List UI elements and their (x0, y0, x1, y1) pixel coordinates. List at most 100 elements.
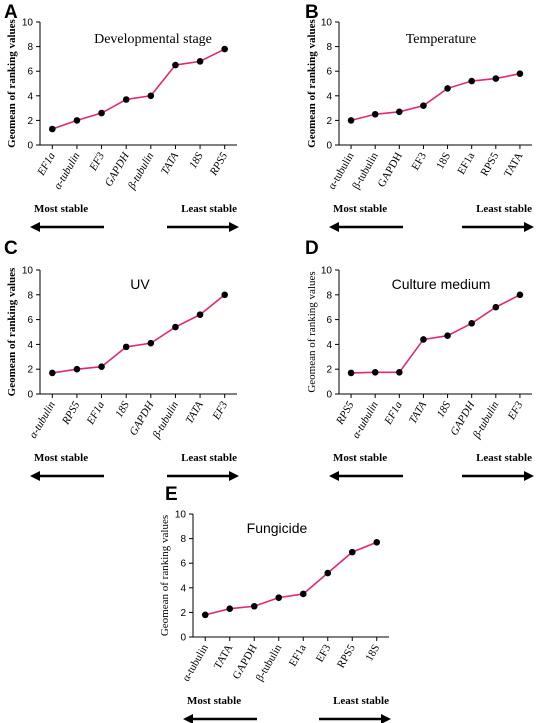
y-tick-label: 0 (180, 633, 186, 644)
data-point (420, 102, 427, 109)
panel-letter: B (305, 2, 319, 23)
x-tick-label: RPS5 (207, 150, 230, 178)
data-point (444, 85, 451, 92)
y-tick-label: 4 (27, 91, 33, 102)
y-tick-label: 2 (27, 116, 33, 127)
y-tick-label: 6 (180, 559, 186, 570)
y-axis-label: Geomean of ranking values (306, 271, 318, 392)
data-point (373, 538, 381, 546)
data-point (172, 323, 179, 331)
least-stable-arrowhead (524, 471, 534, 481)
data-point (226, 605, 234, 613)
x-tick-label: RPS5 (478, 150, 501, 178)
data-point (201, 611, 209, 619)
x-tick-label: EF3 (87, 150, 108, 174)
series-line (351, 294, 521, 374)
y-axis-label: Geomean of ranking values (6, 267, 18, 396)
y-tick-label: 8 (326, 42, 332, 53)
most-stable-arrowhead (183, 714, 193, 723)
most-stable-label: Most stable (34, 203, 88, 215)
y-tick-label: 8 (326, 290, 332, 301)
data-point (348, 548, 356, 556)
x-tick-label: 18S (113, 399, 132, 420)
y-tick-label: 4 (180, 583, 186, 594)
data-point (122, 343, 130, 351)
y-tick-label: 2 (27, 365, 33, 376)
x-tick-label: EF1a (455, 150, 477, 176)
x-tick-label: RPS5 (59, 399, 82, 427)
panel-letter: D (305, 238, 319, 259)
x-tick-label: EF1a (84, 399, 107, 427)
y-tick-label: 10 (22, 266, 34, 277)
x-tick-label: EF3 (409, 150, 429, 172)
x-tick-label: 18S (187, 150, 206, 171)
data-point (49, 369, 56, 377)
y-tick-label: 2 (180, 608, 186, 619)
x-tick-label: TATA (183, 399, 205, 426)
x-tick-label: TATA (502, 150, 526, 179)
x-tick-label: EF3 (505, 399, 526, 423)
data-point (98, 109, 105, 117)
x-tick-label: EF1a (287, 642, 309, 668)
y-tick-label: 0 (326, 141, 332, 152)
data-point (324, 569, 332, 577)
y-tick-label: 6 (326, 315, 332, 326)
data-point (196, 311, 204, 318)
data-point (73, 365, 81, 373)
data-point (275, 594, 283, 601)
data-point (221, 45, 228, 53)
y-tick-label: 0 (27, 390, 33, 401)
data-point (468, 77, 475, 85)
data-point (196, 58, 204, 65)
x-tick-label: α-tubulin (180, 642, 211, 684)
most-stable-arrowhead (30, 222, 40, 232)
data-point (420, 336, 427, 343)
data-point (49, 125, 56, 133)
chart-panel-c: C UV 0 2 4 6 8 10 Geomean of ranking values α-tub… (4, 238, 239, 481)
series-line (350, 72, 521, 122)
x-tick-label: 18S (434, 151, 453, 172)
y-tick-label: 10 (321, 266, 333, 277)
most-stable-label: Most stable (333, 452, 387, 464)
x-tick-label: 18S (435, 399, 454, 420)
data-point (492, 75, 500, 82)
data-point (396, 108, 403, 116)
series-line (52, 48, 226, 130)
chart-title: Culture medium (392, 276, 491, 292)
data-point (371, 110, 379, 118)
most-stable-arrowhead (329, 471, 339, 481)
data-point (516, 70, 524, 77)
data-point (147, 92, 155, 100)
data-point (492, 303, 500, 311)
chart-title: Developmental stage (94, 32, 212, 47)
least-stable-arrowhead (524, 222, 534, 232)
x-tick-label: EF3 (314, 642, 334, 664)
least-stable-label: Least stable (476, 203, 532, 215)
y-tick-label: 8 (180, 534, 186, 545)
most-stable-label: Most stable (187, 695, 241, 707)
data-point (468, 320, 475, 327)
data-point (347, 117, 355, 124)
data-point (444, 332, 451, 340)
x-tick-label: TATA (212, 642, 236, 671)
data-point (371, 369, 379, 376)
x-tick-label: TATA (407, 399, 429, 426)
data-point (98, 363, 105, 371)
x-tick-label: RPS5 (335, 642, 358, 670)
x-tick-label: EF1a (35, 150, 58, 178)
y-tick-label: 8 (27, 42, 33, 53)
y-axis-label: Geomean of ranking values (306, 18, 318, 147)
least-stable-label: Least stable (476, 452, 532, 464)
y-axis-label: Geomean of ranking values (159, 515, 171, 636)
data-point (396, 369, 403, 376)
chart-title: UV (130, 276, 150, 292)
y-tick-label: 4 (326, 340, 332, 351)
data-point (221, 291, 228, 299)
y-tick-label: 6 (326, 67, 332, 78)
least-stable-label: Least stable (333, 695, 389, 707)
chart-title: Temperature (406, 32, 477, 47)
y-tick-label: 2 (326, 365, 332, 376)
